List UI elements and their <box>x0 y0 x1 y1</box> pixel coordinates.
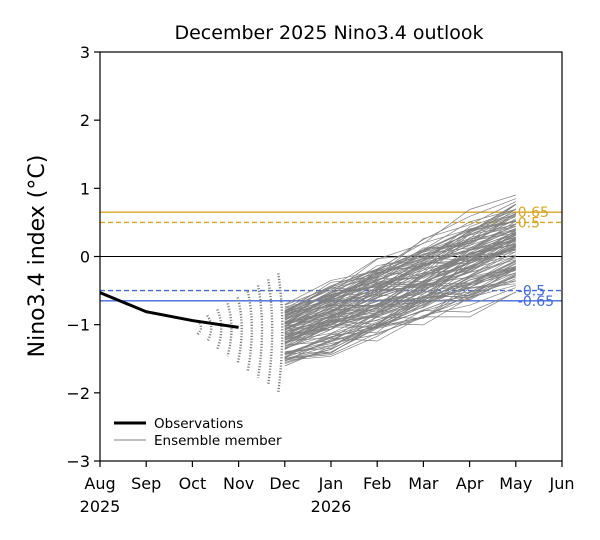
ensemble-member-line <box>284 268 516 355</box>
chart-title: December 2025 Nino3.4 outlook <box>174 22 483 44</box>
ensemble-spread-arc <box>226 303 233 357</box>
ensemble-member-line <box>284 287 516 355</box>
ensemble-member-line <box>284 285 516 365</box>
ensemble-member-line <box>284 276 516 361</box>
ensemble-member-line <box>284 246 516 338</box>
threshold-label-1: 0.5 <box>518 215 540 231</box>
ensemble-member-line <box>284 234 516 329</box>
ensemble-member-line <box>284 272 516 358</box>
x-tick-label: Feb <box>363 474 391 493</box>
ensemble-spread-arc <box>277 273 284 393</box>
ensemble-spread-arc <box>236 297 243 364</box>
ensemble-member-line <box>284 208 517 311</box>
ensemble-member-line <box>284 248 516 337</box>
observations-series <box>99 291 239 329</box>
x-tick-label: Oct <box>179 474 207 493</box>
ensemble-member-line <box>284 283 516 352</box>
ensemble-spread-arc <box>216 308 223 350</box>
x-tick-label: Aug <box>84 474 115 493</box>
x-tick-year-label: 2026 <box>311 497 352 516</box>
x-tick-label: Sep <box>131 474 161 493</box>
ensemble-member-line <box>284 275 516 346</box>
x-tick-label: Jan <box>318 474 344 493</box>
y-tick-label: −3 <box>66 452 90 471</box>
y-tick-label: 0 <box>80 248 90 267</box>
ensemble-members <box>196 194 517 393</box>
ensemble-member-line <box>284 233 516 327</box>
x-axis-ticks: Aug 2025 Sep Oct Nov Dec Jan 2026 Feb Mar Apr May Ju… <box>80 461 575 516</box>
y-tick-label: −2 <box>66 384 90 403</box>
x-tick-label: Jun <box>549 474 575 493</box>
ensemble-member-line <box>284 274 516 355</box>
ensemble-member-line <box>284 242 516 333</box>
y-tick-label: −1 <box>66 316 90 335</box>
threshold-label-4: -0.65 <box>518 294 554 310</box>
ensemble-member-line <box>284 254 516 349</box>
ensemble-member-line <box>284 251 516 344</box>
ensemble-member-line <box>284 260 516 343</box>
x-tick-label: May <box>499 474 532 493</box>
ensemble-member-line <box>284 278 516 367</box>
threshold-label-3: -0.5 <box>518 284 545 300</box>
threshold-label-0: 0.65 <box>518 205 549 221</box>
ensemble-spread-arc <box>267 279 274 386</box>
legend-label-ensemble: Ensemble member <box>154 433 282 449</box>
ensemble-member-line <box>284 249 516 330</box>
x-tick-label: Mar <box>408 474 439 493</box>
legend-label-observations: Observations <box>154 416 243 432</box>
x-tick-label: Nov <box>223 474 254 493</box>
ensemble-member-line <box>284 266 516 350</box>
ensemble-spread-arc <box>246 291 253 371</box>
y-tick-label: 3 <box>80 43 90 62</box>
ensemble-member-line <box>284 280 516 359</box>
ensemble-member-line <box>284 255 516 341</box>
y-axis-label: Nino3.4 index (°C) <box>25 155 50 358</box>
y-axis-ticks: −3 −2 −1 0 1 2 3 <box>66 43 100 471</box>
x-tick-year-label: 2025 <box>80 497 121 516</box>
ensemble-spread-arc <box>196 320 203 336</box>
x-tick-label: Apr <box>456 474 484 493</box>
ensemble-member-line <box>284 241 516 329</box>
ensemble-spread-arc <box>206 314 213 343</box>
ensemble-member-line <box>284 213 516 309</box>
ensemble-member-line <box>284 267 516 347</box>
observations-line <box>99 291 239 329</box>
ensemble-member-line <box>284 215 516 318</box>
ensemble-member-line <box>284 198 516 305</box>
ensemble-member-line <box>284 220 516 308</box>
y-tick-label: 2 <box>80 111 90 130</box>
ensemble-member-line <box>284 204 516 306</box>
ensemble-member-line <box>284 268 516 343</box>
x-tick-label: Dec <box>269 474 300 493</box>
ensemble-member-line <box>284 273 516 362</box>
ensemble-member-line <box>284 224 516 314</box>
y-tick-label: 1 <box>80 179 90 198</box>
ensemble-member-line <box>284 214 516 321</box>
ensemble-member-line <box>284 231 516 331</box>
ensemble-spread-arc <box>256 285 264 378</box>
ensemble-member-line <box>284 212 517 314</box>
ensemble-member-line <box>284 291 516 360</box>
